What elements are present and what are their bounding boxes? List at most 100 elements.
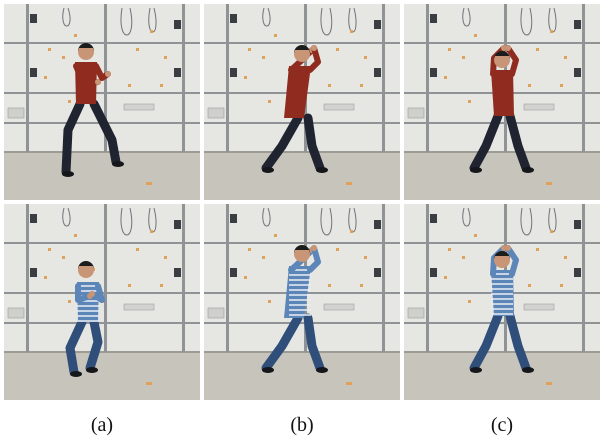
sticky-note (48, 48, 51, 51)
sticky-note (248, 48, 251, 51)
sticky-note (62, 56, 65, 59)
hand (95, 79, 101, 85)
shelf (7, 107, 25, 119)
sticky-note (74, 34, 77, 37)
sticky-note (350, 230, 353, 233)
cable (120, 7, 133, 36)
rail-vertical (226, 4, 229, 152)
sticky-note (328, 284, 331, 287)
hair (294, 45, 310, 53)
rail-vertical (426, 4, 429, 152)
shelf (207, 107, 225, 119)
floor-marker (546, 182, 552, 185)
scene-bottom-a (4, 204, 200, 400)
sticky-note (274, 234, 277, 237)
person (261, 45, 328, 173)
person (61, 43, 124, 177)
sensor (430, 68, 437, 77)
sticky-note (448, 48, 451, 51)
rail-vertical (26, 204, 29, 352)
rail-horizontal (404, 322, 600, 324)
rail-horizontal (4, 42, 200, 44)
floor-marker (546, 382, 552, 385)
rail-vertical (104, 204, 107, 352)
sensor (174, 20, 181, 29)
sticky-note (448, 248, 451, 251)
shoe (62, 171, 74, 177)
arm (307, 45, 321, 73)
photo-panel-bottom-b (204, 204, 400, 400)
caption-c: (c) (490, 414, 514, 436)
rail-vertical (382, 4, 385, 152)
sticky-note (444, 276, 447, 279)
hand (505, 45, 511, 51)
rail-horizontal (204, 42, 400, 44)
floor-marker (146, 182, 152, 185)
rail-vertical (226, 204, 229, 352)
sensor (374, 268, 381, 277)
sticky-note (150, 30, 153, 33)
sticky-note (528, 284, 531, 287)
rail-vertical (426, 204, 429, 352)
sticky-note (136, 248, 139, 251)
sensor (230, 14, 237, 23)
shoe (522, 167, 534, 173)
person (469, 45, 534, 173)
floor-marker (346, 382, 352, 385)
rail-vertical (582, 4, 585, 152)
sticky-note (536, 48, 539, 51)
sensor (430, 14, 437, 23)
outlet-strip (323, 303, 355, 311)
sensor (174, 268, 181, 277)
sticky-note (74, 234, 77, 237)
sensor (30, 214, 37, 223)
leg (303, 313, 325, 373)
leg (303, 113, 325, 173)
sticky-note (328, 84, 331, 87)
sticky-note (128, 84, 131, 87)
leg (85, 317, 103, 373)
sticky-note (444, 76, 447, 79)
rail-horizontal (404, 242, 600, 244)
cable (262, 7, 271, 27)
cable (262, 207, 271, 227)
sticky-note (244, 76, 247, 79)
hand (311, 45, 317, 51)
sticky-note (462, 256, 465, 259)
photo-panel-top-b (204, 4, 400, 200)
sensor (574, 220, 581, 229)
sensor (430, 268, 437, 277)
sticky-note (560, 284, 563, 287)
arm (505, 245, 519, 277)
leg (469, 311, 503, 373)
sensor (230, 268, 237, 277)
sticky-note (248, 248, 251, 251)
rail-horizontal (4, 242, 200, 244)
cable (320, 7, 333, 36)
rail-horizontal (404, 42, 600, 44)
scene-top-a (4, 4, 200, 200)
scene-bottom-c (404, 204, 600, 400)
sensor (30, 14, 37, 23)
rail-horizontal (204, 322, 400, 324)
arm (73, 63, 101, 87)
sticky-note (474, 234, 477, 237)
shelf (7, 307, 25, 319)
outlet-strip (123, 303, 155, 311)
sensor (230, 68, 237, 77)
shoe (112, 161, 124, 167)
shoe (70, 371, 82, 377)
sticky-note (468, 300, 471, 303)
sticky-note (48, 248, 51, 251)
sensor (30, 268, 37, 277)
sticky-note (62, 256, 65, 259)
rail-vertical (26, 4, 29, 152)
leg (469, 111, 503, 173)
person (261, 245, 328, 373)
shelf (407, 107, 425, 119)
sticky-note (350, 30, 353, 33)
sticky-note (528, 84, 531, 87)
shoe (470, 367, 482, 373)
arm (89, 283, 105, 303)
